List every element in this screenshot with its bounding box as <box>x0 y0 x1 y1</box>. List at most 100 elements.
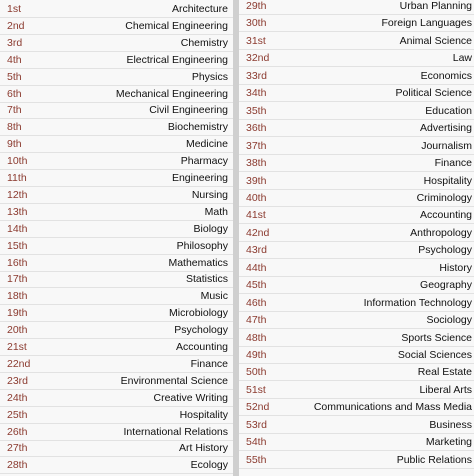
ranking-row: 4th Electrical Engineering <box>0 52 233 69</box>
rank-label: 14th <box>7 222 28 235</box>
rank-label: 51st <box>246 383 266 396</box>
rank-label: 23rd <box>7 374 29 387</box>
major-name: Chemistry <box>180 36 228 49</box>
rank-label: 18th <box>7 290 28 303</box>
major-name: Hospitality <box>179 408 228 421</box>
ranking-row: 37th Journalism <box>239 138 474 155</box>
rank-label: 7th <box>7 104 22 117</box>
major-name: Creative Writing <box>153 391 229 404</box>
ranking-row: 24th Creative Writing <box>0 390 233 407</box>
ranking-row: 43rd Psychology <box>239 242 474 260</box>
rank-label: 19th <box>7 307 28 320</box>
ranking-row: 44th History <box>239 260 474 277</box>
rank-label: 52nd <box>246 401 270 414</box>
rank-label: 3rd <box>7 36 23 49</box>
major-name: Medicine <box>185 138 228 151</box>
major-name: Communications and Mass Media <box>313 401 472 414</box>
major-name: Finance <box>434 157 472 170</box>
ranking-row: 32nd Law <box>239 50 474 68</box>
ranking-row: 18th Music <box>0 288 233 306</box>
ranking-row: 45th Geography <box>239 277 474 295</box>
ranking-row: 34th Political Science <box>239 85 474 103</box>
ranking-row: 23rd Environmental Science <box>0 373 233 390</box>
ranking-row: 47th Sociology <box>239 312 474 330</box>
major-name: Economics <box>420 69 472 82</box>
major-name: Sports Science <box>401 331 472 344</box>
ranking-row: 38th Finance <box>239 155 474 173</box>
rank-label: 42nd <box>246 226 270 239</box>
ranking-row: 14th Biology <box>0 221 233 238</box>
rank-label: 12th <box>7 188 28 201</box>
rank-label: 33rd <box>246 69 268 82</box>
rank-label: 15th <box>7 239 28 252</box>
major-name: Art History <box>178 442 228 455</box>
rank-label: 26th <box>7 425 28 438</box>
ranking-row: 36th Advertising <box>239 120 474 138</box>
rank-label: 31st <box>246 34 266 47</box>
major-name: Statistics <box>185 273 228 286</box>
major-name: Psychology <box>418 244 472 257</box>
ranking-row: 2nd Chemical Engineering <box>0 18 233 35</box>
rank-label: 36th <box>246 122 267 135</box>
major-name: Ecology <box>190 459 228 472</box>
rank-label: 44th <box>246 261 267 274</box>
rank-label: 4th <box>7 53 22 66</box>
ranking-row: 53rd Business <box>239 417 474 434</box>
major-name: Music <box>200 290 228 303</box>
major-name: Sociology <box>426 314 472 327</box>
major-name: Physics <box>191 70 228 83</box>
rank-label: 9th <box>7 138 22 151</box>
ranking-row: 48th Sports Science <box>239 330 474 347</box>
major-name: Real Estate <box>417 366 472 379</box>
ranking-row: 20th Psychology <box>0 322 233 340</box>
major-name: Political Science <box>395 87 472 100</box>
major-name: Business <box>429 418 472 431</box>
major-name: Liberal Arts <box>419 383 472 396</box>
major-name: Environmental Science <box>120 374 228 387</box>
major-name: Math <box>204 205 228 218</box>
ranking-row: 52nd Communications and Mass Media <box>239 399 474 417</box>
major-name: Social Sciences <box>397 349 472 361</box>
rank-label: 10th <box>7 155 28 168</box>
major-name: International Relations <box>123 425 228 438</box>
rank-label: 1st <box>7 3 22 15</box>
major-name: Architecture <box>171 3 228 15</box>
ranking-row: 1st Architecture <box>0 1 233 18</box>
rank-label: 40th <box>246 191 267 204</box>
major-name: History <box>439 261 472 274</box>
rank-label: 25th <box>7 408 28 421</box>
major-name: Biology <box>193 222 228 235</box>
major-name: Geography <box>420 279 472 292</box>
ranking-row: 15th Philosophy <box>0 238 233 255</box>
ranking-row: 31st Animal Science <box>239 33 474 50</box>
ranking-row: 39th Hospitality <box>239 173 474 190</box>
rank-label: 45th <box>246 279 267 292</box>
rank-label: 47th <box>246 314 267 327</box>
major-name: Microbiology <box>169 307 228 320</box>
rank-label: 55th <box>246 453 267 466</box>
rank-label: 27th <box>7 442 28 455</box>
rank-label: 34th <box>246 87 267 100</box>
ranking-row: 7th Civil Engineering <box>0 102 233 120</box>
ranking-row: 50th Real Estate <box>239 364 474 382</box>
ranking-row: 49th Social Sciences <box>239 347 474 364</box>
major-name: Education <box>425 104 472 117</box>
major-name: Mechanical Engineering <box>115 87 228 100</box>
rank-label: 21st <box>7 341 27 353</box>
major-name: Criminology <box>416 191 472 204</box>
major-name: Mathematics <box>168 256 228 269</box>
ranking-row: 5th Physics <box>0 69 233 86</box>
major-name: Advertising <box>420 122 472 135</box>
ranking-row: 13th Math <box>0 204 233 221</box>
major-name: Information Technology <box>363 296 472 309</box>
major-name: Journalism <box>421 139 472 152</box>
rank-label: 28th <box>7 459 28 472</box>
rank-label: 24th <box>7 391 28 404</box>
major-name: Finance <box>190 357 228 370</box>
rank-label: 16th <box>7 256 28 269</box>
rank-label: 8th <box>7 121 22 134</box>
major-name: Animal Science <box>399 34 472 47</box>
ranking-row: 9th Medicine <box>0 136 233 154</box>
major-name: Electrical Engineering <box>126 53 228 66</box>
